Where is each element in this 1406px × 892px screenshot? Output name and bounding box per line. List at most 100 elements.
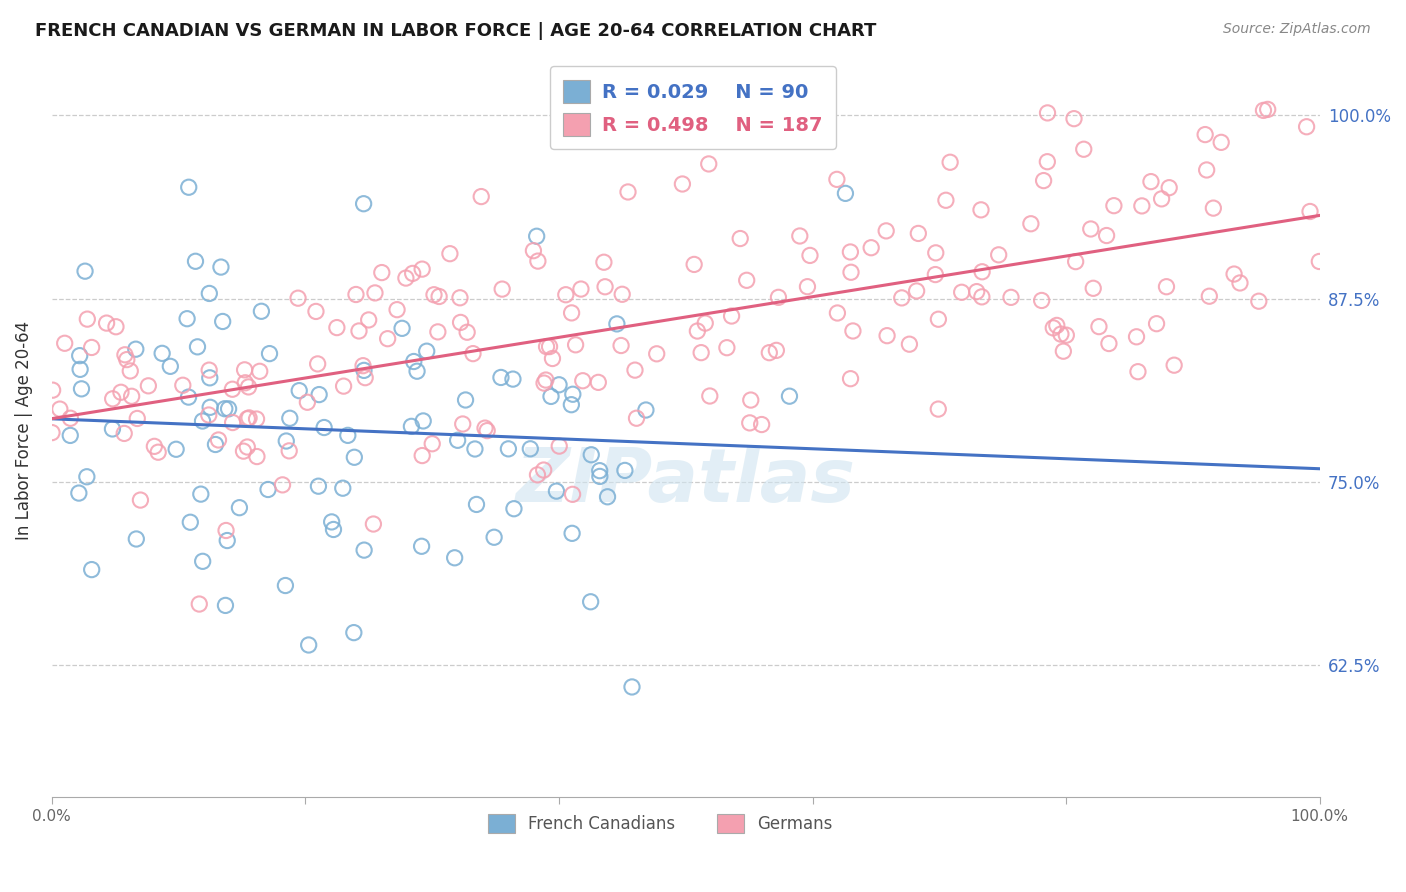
Point <box>1130 199 1153 213</box>
Point <box>297 395 319 409</box>
Point <box>456 325 478 339</box>
Point <box>686 324 709 338</box>
Point <box>839 265 862 279</box>
Point <box>491 282 513 296</box>
Point <box>451 417 474 431</box>
Point <box>526 229 548 244</box>
Point <box>1223 267 1246 281</box>
Point <box>344 287 367 301</box>
Point <box>314 420 336 434</box>
Point <box>191 554 214 568</box>
Point <box>624 363 647 377</box>
Point <box>411 539 433 553</box>
Point <box>449 291 471 305</box>
Point <box>276 434 298 448</box>
Point <box>778 389 800 403</box>
Point <box>115 352 138 367</box>
Point <box>214 599 236 613</box>
Point <box>80 563 103 577</box>
Point <box>218 401 240 416</box>
Point <box>1125 330 1147 344</box>
Point <box>41 383 63 397</box>
Point <box>620 680 643 694</box>
Point <box>465 498 488 512</box>
Point <box>347 324 370 338</box>
Point <box>96 316 118 330</box>
Point <box>172 378 194 392</box>
Point <box>1046 318 1069 333</box>
Point <box>198 371 221 385</box>
Point <box>970 202 993 217</box>
Point <box>278 411 301 425</box>
Point <box>1095 228 1118 243</box>
Point <box>59 428 82 442</box>
Point <box>204 437 226 451</box>
Point <box>1042 321 1064 335</box>
Point <box>76 312 98 326</box>
Point <box>363 516 385 531</box>
Point <box>177 180 200 194</box>
Point <box>683 257 706 271</box>
Point <box>446 434 468 448</box>
Point <box>540 389 562 403</box>
Point <box>548 439 571 453</box>
Point <box>198 363 221 377</box>
Point <box>364 285 387 300</box>
Point <box>245 412 267 426</box>
Point <box>101 422 124 436</box>
Point <box>1156 279 1178 293</box>
Point <box>1064 254 1087 268</box>
Point <box>796 279 818 293</box>
Point <box>412 414 434 428</box>
Point <box>125 532 148 546</box>
Point <box>1031 293 1053 308</box>
Point <box>834 186 856 201</box>
Point <box>402 267 425 281</box>
Point <box>238 410 260 425</box>
Point <box>423 287 446 301</box>
Point <box>890 291 912 305</box>
Point <box>489 370 512 384</box>
Point <box>1295 120 1317 134</box>
Point <box>401 419 423 434</box>
Point <box>697 157 720 171</box>
Point <box>69 349 91 363</box>
Point <box>232 444 254 458</box>
Point <box>257 483 280 497</box>
Point <box>406 364 429 378</box>
Point <box>474 421 496 435</box>
Point <box>1202 201 1225 215</box>
Point <box>1159 180 1181 194</box>
Point <box>626 411 648 425</box>
Point <box>738 416 761 430</box>
Point <box>1000 290 1022 304</box>
Point <box>246 450 269 464</box>
Point <box>972 265 994 279</box>
Point <box>876 328 898 343</box>
Point <box>1140 175 1163 189</box>
Point <box>758 345 780 359</box>
Point <box>588 376 610 390</box>
Point <box>1163 358 1185 372</box>
Point <box>564 338 586 352</box>
Point <box>561 306 583 320</box>
Point <box>207 433 229 447</box>
Point <box>217 533 239 548</box>
Text: ZIPatlas: ZIPatlas <box>516 445 856 518</box>
Point <box>1229 276 1251 290</box>
Point <box>925 245 948 260</box>
Point <box>353 196 375 211</box>
Point <box>1050 327 1073 342</box>
Point <box>519 442 541 456</box>
Point <box>177 390 200 404</box>
Point <box>671 177 693 191</box>
Point <box>332 481 354 495</box>
Point <box>720 309 742 323</box>
Point <box>1198 289 1220 303</box>
Point <box>150 346 173 360</box>
Point <box>236 440 259 454</box>
Point <box>612 287 634 301</box>
Point <box>321 515 343 529</box>
Point <box>138 379 160 393</box>
Point <box>561 487 583 501</box>
